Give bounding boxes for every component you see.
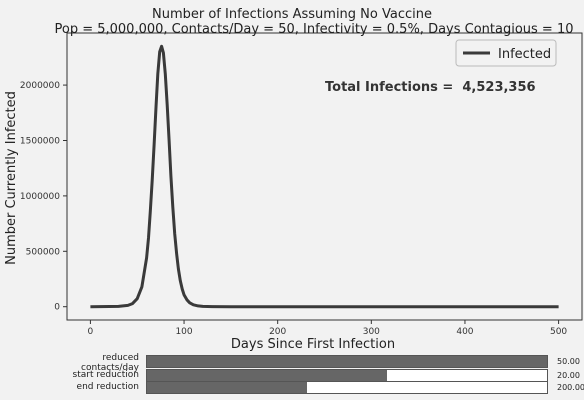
legend: Infected [455,39,557,67]
slider-fill[interactable] [147,356,547,367]
slider-label-line1: end reduction [76,382,139,392]
slider-fill[interactable] [147,382,307,393]
legend-box [455,39,557,67]
slider-value: 20.00 [557,371,580,380]
chart-title-line1: Number of Infections Assuming No Vaccine [152,7,432,22]
slider-label: reduced contacts/day [19,353,139,373]
series-group [90,44,559,309]
y-tick-label: 1500000 [20,136,60,146]
slider-value: 50.00 [557,357,580,366]
x-tick-label: 500 [550,327,567,337]
legend-label-infected: Infected [498,47,551,62]
slider-label-line2: contacts/day [81,363,139,373]
y-tick-label: 0 [54,303,60,313]
x-tick-label: 400 [456,327,473,337]
slider-label: end reduction [19,382,139,392]
x-tick-label: 0 [88,327,94,337]
y-tick-label: 1000000 [20,192,60,202]
chart-title-line2: Pop = 5,000,000, Contacts/Day = 50, Infe… [54,22,573,37]
series-line-infected [90,44,559,309]
slider-value: 200.00 [557,383,584,392]
slider-label-line1: reduced [102,353,139,363]
y-tick-label: 500000 [26,247,61,257]
x-tick-label: 200 [269,327,286,337]
slider-fill[interactable] [147,370,388,381]
x-axis-label: Days Since First Infection [231,337,395,352]
axis-ticks: 0 100 200 300 400 500 0 500000 1000000 1500000 200… [20,81,568,337]
total-infections-annotation: Total Infections = 4,523,356 [325,80,536,95]
y-tick-label: 2000000 [20,81,60,91]
y-axis-label: Number Currently Infected [4,91,19,265]
slider-track[interactable] [146,355,548,368]
slider-label-line1: start reduction [72,370,139,380]
x-tick-label: 100 [175,327,192,337]
slider-track[interactable] [146,381,548,394]
slider-label: start reduction [19,370,139,380]
x-tick-label: 300 [363,327,380,337]
